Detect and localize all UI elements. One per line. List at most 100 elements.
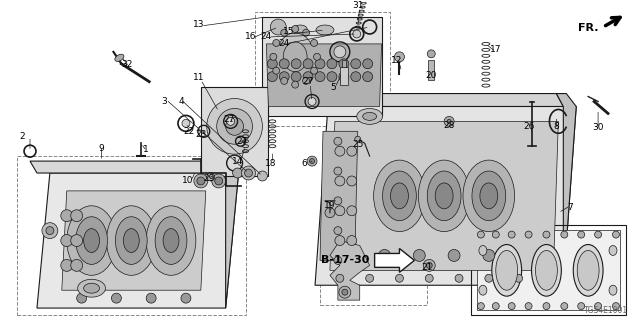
Circle shape — [444, 116, 454, 126]
Circle shape — [257, 171, 268, 181]
Circle shape — [363, 59, 372, 69]
Circle shape — [335, 176, 345, 186]
Circle shape — [355, 136, 361, 142]
Polygon shape — [308, 93, 563, 107]
Circle shape — [334, 197, 342, 205]
Circle shape — [334, 46, 346, 58]
Circle shape — [342, 289, 348, 295]
Ellipse shape — [492, 244, 522, 296]
Polygon shape — [330, 121, 558, 270]
Text: 31: 31 — [352, 1, 364, 10]
Polygon shape — [556, 93, 576, 285]
Text: 22: 22 — [183, 127, 195, 136]
Circle shape — [347, 176, 356, 186]
Circle shape — [353, 30, 361, 38]
Polygon shape — [30, 161, 226, 173]
Circle shape — [426, 262, 432, 268]
Circle shape — [61, 260, 73, 271]
Circle shape — [492, 303, 499, 309]
Ellipse shape — [536, 251, 557, 290]
Circle shape — [334, 137, 342, 145]
Ellipse shape — [609, 245, 617, 255]
Circle shape — [561, 231, 568, 238]
Text: 16: 16 — [244, 32, 256, 42]
Circle shape — [61, 210, 73, 222]
Text: 13: 13 — [193, 20, 205, 28]
Ellipse shape — [609, 285, 617, 295]
Polygon shape — [342, 60, 346, 67]
Text: 30: 30 — [593, 123, 604, 132]
Circle shape — [268, 59, 277, 69]
Circle shape — [273, 67, 280, 74]
Circle shape — [347, 146, 356, 156]
Text: 5: 5 — [330, 83, 336, 92]
Circle shape — [315, 59, 325, 69]
Circle shape — [448, 250, 460, 261]
Circle shape — [70, 260, 83, 271]
Text: 26: 26 — [523, 122, 534, 131]
Circle shape — [314, 53, 321, 60]
Text: 23: 23 — [195, 130, 207, 139]
Ellipse shape — [84, 228, 99, 252]
Polygon shape — [330, 241, 370, 300]
Circle shape — [379, 250, 390, 261]
Circle shape — [334, 227, 342, 235]
Circle shape — [46, 227, 54, 235]
Circle shape — [303, 77, 310, 84]
Circle shape — [270, 53, 276, 60]
Circle shape — [351, 72, 361, 82]
Circle shape — [335, 236, 345, 245]
Circle shape — [207, 99, 262, 154]
Text: 9: 9 — [99, 144, 104, 153]
Ellipse shape — [480, 183, 498, 209]
Text: 24: 24 — [278, 39, 290, 48]
Text: 28: 28 — [444, 121, 455, 130]
Circle shape — [197, 177, 205, 185]
Ellipse shape — [577, 251, 599, 290]
Text: 8: 8 — [554, 122, 559, 131]
Circle shape — [307, 156, 317, 166]
Circle shape — [339, 59, 349, 69]
Circle shape — [315, 72, 325, 82]
Circle shape — [477, 303, 484, 309]
Circle shape — [525, 231, 532, 238]
Circle shape — [244, 169, 252, 177]
Ellipse shape — [77, 279, 106, 297]
Circle shape — [396, 274, 403, 282]
Circle shape — [365, 274, 374, 282]
Circle shape — [347, 236, 356, 245]
Text: 11: 11 — [193, 73, 205, 82]
Circle shape — [612, 231, 620, 238]
Circle shape — [485, 274, 493, 282]
Text: 18: 18 — [264, 159, 276, 168]
Circle shape — [413, 250, 425, 261]
Text: B-17-30: B-17-30 — [321, 255, 370, 265]
Circle shape — [281, 77, 288, 84]
Ellipse shape — [276, 33, 314, 81]
Circle shape — [42, 223, 58, 239]
Circle shape — [492, 231, 499, 238]
Circle shape — [447, 119, 451, 123]
Circle shape — [578, 303, 585, 309]
Polygon shape — [340, 67, 348, 84]
Text: 6: 6 — [301, 159, 307, 168]
Circle shape — [291, 59, 301, 69]
Circle shape — [70, 235, 83, 246]
Text: 25: 25 — [352, 140, 364, 149]
Text: TGS4E1001: TGS4E1001 — [584, 306, 628, 315]
Text: 15: 15 — [282, 28, 294, 36]
Text: 27: 27 — [302, 77, 314, 86]
Ellipse shape — [84, 283, 99, 293]
Circle shape — [207, 173, 215, 181]
Circle shape — [335, 146, 345, 156]
Circle shape — [339, 72, 349, 82]
Polygon shape — [262, 17, 381, 116]
Text: 3: 3 — [161, 97, 167, 106]
Ellipse shape — [419, 160, 470, 232]
Circle shape — [334, 256, 342, 264]
Circle shape — [232, 168, 243, 178]
Text: 12: 12 — [391, 56, 402, 65]
Circle shape — [291, 72, 301, 82]
Circle shape — [325, 208, 335, 218]
Ellipse shape — [573, 244, 603, 296]
